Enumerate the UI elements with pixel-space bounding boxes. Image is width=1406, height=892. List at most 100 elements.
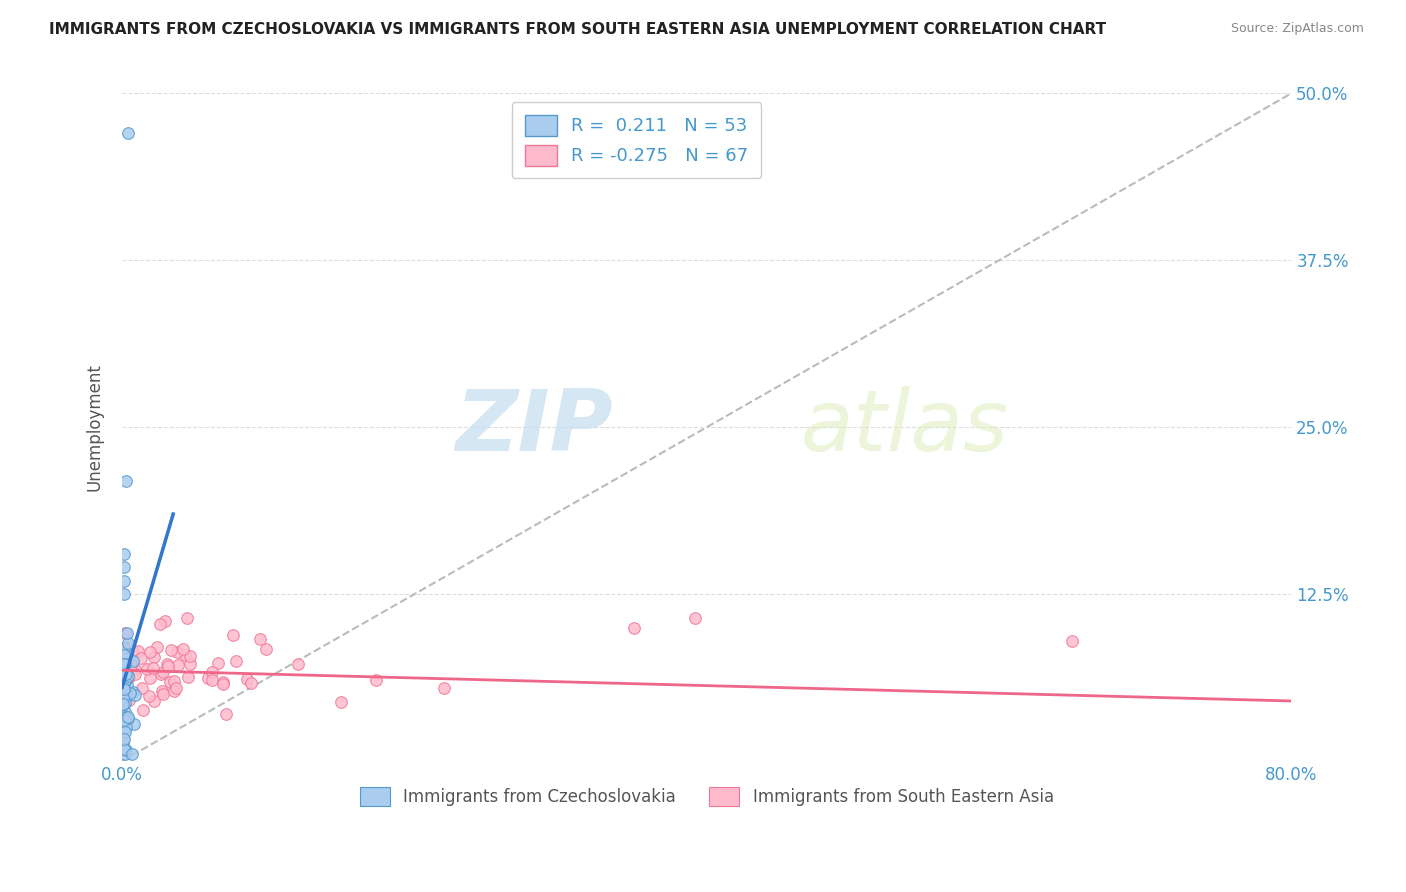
Point bbox=[117, 635, 139, 649]
Point bbox=[112, 742, 135, 756]
Point bbox=[114, 668, 136, 682]
Point bbox=[117, 669, 139, 683]
Point bbox=[146, 640, 169, 654]
Point bbox=[254, 642, 277, 657]
Point bbox=[212, 677, 235, 691]
Point bbox=[138, 689, 160, 703]
Point bbox=[150, 667, 173, 681]
Point bbox=[1062, 633, 1084, 648]
Point bbox=[115, 474, 138, 488]
Point bbox=[115, 663, 138, 677]
Point bbox=[124, 662, 146, 676]
Point bbox=[152, 687, 174, 701]
Point bbox=[112, 681, 135, 696]
Point bbox=[114, 682, 136, 697]
Point bbox=[115, 672, 138, 686]
Point bbox=[433, 681, 456, 695]
Point bbox=[143, 694, 166, 708]
Point bbox=[249, 632, 271, 646]
Point bbox=[112, 648, 135, 663]
Point bbox=[201, 665, 224, 679]
Point bbox=[366, 673, 388, 687]
Point bbox=[623, 621, 645, 635]
Point bbox=[112, 641, 135, 656]
Point bbox=[114, 673, 136, 687]
Point bbox=[172, 641, 194, 656]
Point bbox=[287, 657, 309, 671]
Point bbox=[197, 671, 219, 685]
Point bbox=[112, 709, 135, 723]
Point bbox=[114, 747, 136, 762]
Point bbox=[167, 657, 190, 672]
Point bbox=[115, 640, 138, 654]
Point bbox=[114, 684, 136, 698]
Point bbox=[114, 696, 136, 710]
Point bbox=[117, 711, 139, 725]
Text: ZIP: ZIP bbox=[456, 385, 613, 468]
Point bbox=[111, 678, 134, 692]
Point bbox=[117, 127, 139, 141]
Point bbox=[111, 725, 134, 739]
Point bbox=[118, 693, 141, 707]
Point bbox=[156, 659, 179, 673]
Point bbox=[152, 665, 174, 680]
Point bbox=[129, 651, 152, 665]
Point bbox=[159, 674, 181, 689]
Point bbox=[114, 657, 136, 672]
Point bbox=[111, 739, 134, 753]
Point bbox=[112, 560, 135, 574]
Point bbox=[115, 720, 138, 734]
Point bbox=[225, 655, 247, 669]
Point bbox=[122, 717, 145, 731]
Point bbox=[112, 713, 135, 727]
Point bbox=[162, 684, 184, 698]
Point bbox=[156, 657, 179, 672]
Point bbox=[179, 657, 201, 672]
Point bbox=[112, 664, 135, 678]
Point bbox=[114, 705, 136, 719]
Point bbox=[121, 654, 143, 668]
Text: Source: ZipAtlas.com: Source: ZipAtlas.com bbox=[1230, 22, 1364, 36]
Point bbox=[112, 671, 135, 685]
Point bbox=[212, 675, 235, 690]
Point bbox=[121, 644, 143, 658]
Point bbox=[177, 670, 200, 684]
Point bbox=[114, 743, 136, 757]
Point bbox=[121, 747, 143, 762]
Point bbox=[118, 686, 141, 700]
Point bbox=[115, 626, 138, 640]
Point bbox=[112, 547, 135, 561]
Point bbox=[112, 587, 135, 601]
Point bbox=[115, 667, 138, 681]
Point bbox=[330, 695, 353, 709]
Point bbox=[114, 686, 136, 700]
Point bbox=[139, 672, 162, 686]
Point bbox=[112, 742, 135, 756]
Point bbox=[114, 673, 136, 688]
Point bbox=[118, 670, 141, 684]
Point bbox=[112, 736, 135, 750]
Point bbox=[142, 649, 165, 664]
Point bbox=[222, 628, 245, 642]
Point bbox=[163, 674, 186, 689]
Point bbox=[117, 709, 139, 723]
Text: IMMIGRANTS FROM CZECHOSLOVAKIA VS IMMIGRANTS FROM SOUTH EASTERN ASIA UNEMPLOYMEN: IMMIGRANTS FROM CZECHOSLOVAKIA VS IMMIGR… bbox=[49, 22, 1107, 37]
Point bbox=[149, 616, 172, 631]
Point bbox=[120, 658, 142, 673]
Point bbox=[112, 708, 135, 723]
Point bbox=[112, 714, 135, 728]
Text: atlas: atlas bbox=[800, 385, 1008, 468]
Point bbox=[138, 645, 160, 659]
Point bbox=[121, 685, 143, 699]
Point bbox=[131, 681, 153, 696]
Point bbox=[114, 666, 136, 681]
Legend: Immigrants from Czechoslovakia, Immigrants from South Eastern Asia: Immigrants from Czechoslovakia, Immigran… bbox=[353, 780, 1060, 813]
Point bbox=[112, 574, 135, 588]
Point bbox=[114, 725, 136, 739]
Point bbox=[200, 673, 222, 687]
Point bbox=[124, 667, 146, 681]
Point bbox=[165, 681, 187, 695]
Point bbox=[112, 690, 135, 705]
Point bbox=[118, 688, 141, 702]
Point bbox=[114, 657, 136, 671]
